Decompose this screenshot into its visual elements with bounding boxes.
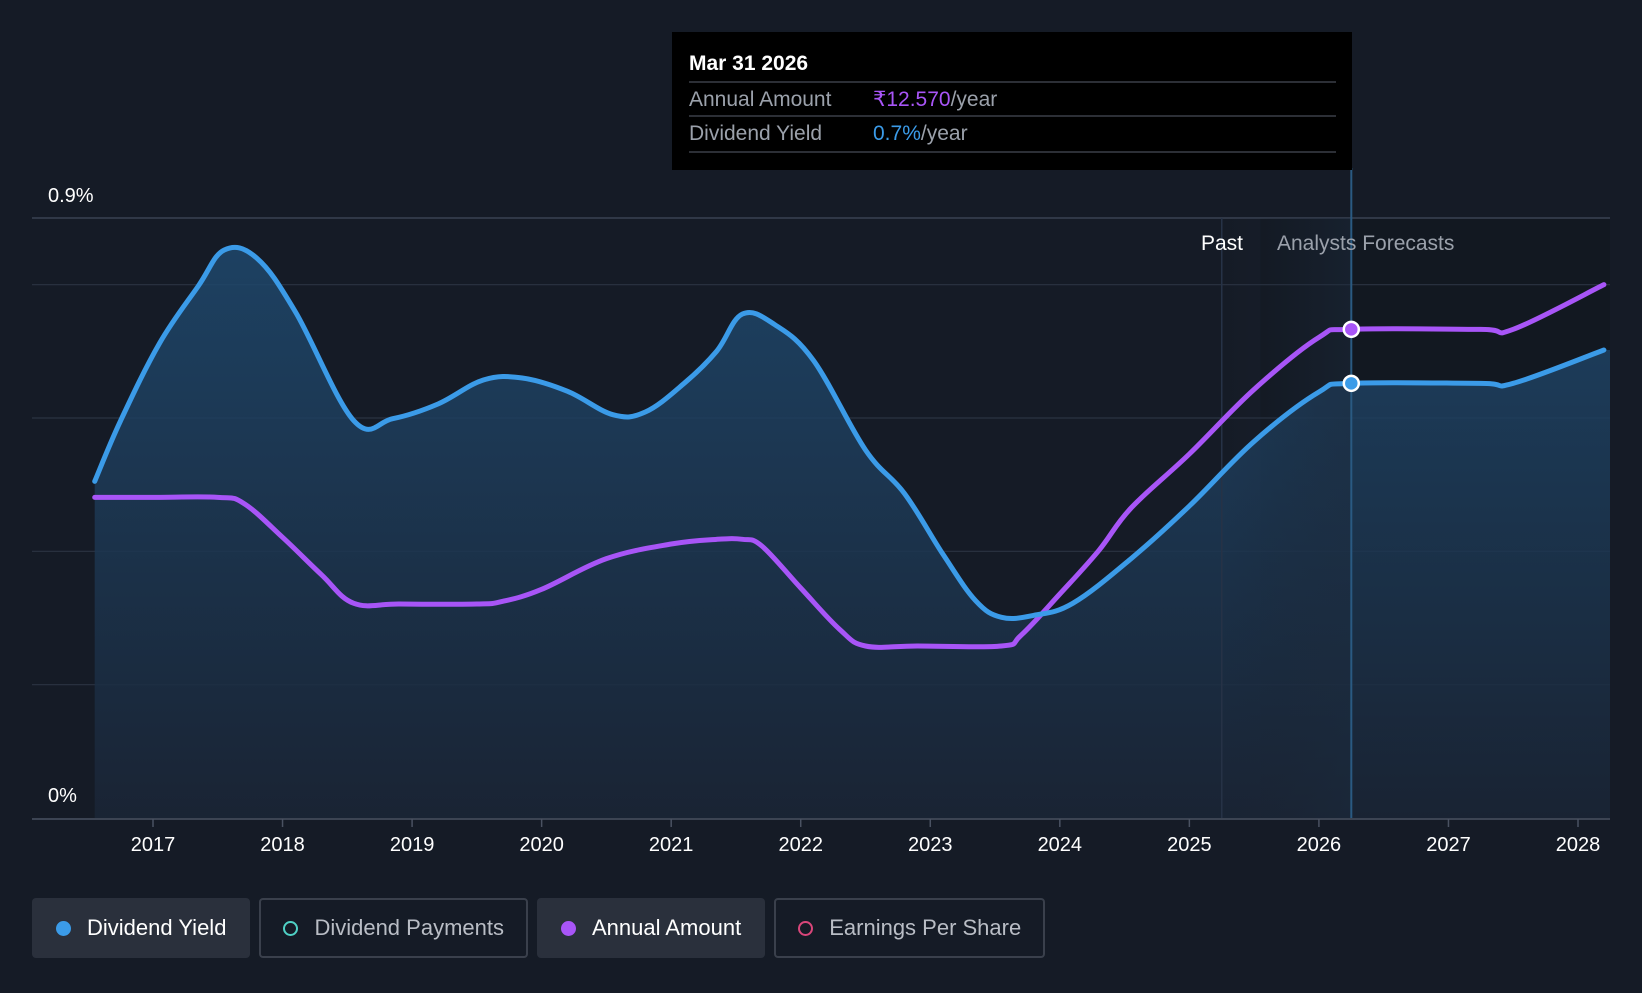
tooltip-annual-amount-value: ₹12.570 xyxy=(873,88,951,111)
tooltip-dividend-yield: 0.7%/year xyxy=(873,122,968,145)
tooltip-annual-amount-unit: /year xyxy=(951,88,998,111)
x-tick-label: 2024 xyxy=(1038,834,1083,856)
y-tick-label-bottom: 0% xyxy=(48,785,77,807)
dividend-payments-ring-icon xyxy=(283,920,299,936)
past-band xyxy=(1221,218,1352,818)
x-tick-label: 2018 xyxy=(260,834,305,856)
x-tick-label: 2028 xyxy=(1556,834,1601,856)
tooltip-annual-amount-label: Annual Amount xyxy=(689,88,832,111)
tooltip-dividend-yield-unit: /year xyxy=(921,122,968,145)
x-tick-label: 2017 xyxy=(131,834,176,856)
earnings-per-share-ring-icon xyxy=(798,920,814,936)
past-label: Past xyxy=(1201,232,1243,255)
forecast-label: Analysts Forecasts xyxy=(1277,232,1454,255)
tooltip-annual-amount: ₹12.570/year xyxy=(873,88,997,111)
past-forecast-band xyxy=(1221,168,1353,818)
annual-amount-dot-icon xyxy=(560,920,576,936)
legend-label: Dividend Payments xyxy=(314,915,504,940)
legend-label: Earnings Per Share xyxy=(829,915,1022,940)
tooltip: Mar 31 2026 Annual Amount ₹12.570/year D… xyxy=(672,32,1352,170)
dividend-yield-dot-icon xyxy=(56,920,71,936)
annual-amount-marker xyxy=(1342,320,1361,339)
y-tick-label-top: 0.9% xyxy=(48,185,94,207)
tooltip-background xyxy=(672,32,1352,170)
legend-item-annual-amount[interactable]: Annual Amount xyxy=(536,898,766,958)
x-tick-label: 2022 xyxy=(778,834,823,856)
x-tick-label: 2023 xyxy=(908,834,953,856)
x-tick-label: 2020 xyxy=(519,834,564,856)
annual-amount-line xyxy=(92,282,1607,650)
legend-item-dividend-payments[interactable]: Dividend Payments xyxy=(259,898,528,958)
x-tick-label: 2026 xyxy=(1297,834,1342,856)
legend-item-earnings-per-share[interactable]: Earnings Per Share xyxy=(774,898,1046,958)
dividend-yield-line xyxy=(92,244,1607,622)
x-axis: 2017 2018 2019 2020 2021 2022 2023 2024 2025 2026… xyxy=(32,818,1610,856)
tooltip-dividend-yield-value: 0.7% xyxy=(873,122,921,145)
legend-label: Annual Amount xyxy=(591,915,742,940)
highlight-markers xyxy=(1342,320,1361,393)
x-tick-label: 2021 xyxy=(649,834,694,856)
dividend-yield-marker xyxy=(1342,374,1361,393)
x-tick-label: 2019 xyxy=(390,834,435,856)
legend-item-dividend-yield[interactable]: Dividend Yield xyxy=(32,898,251,958)
x-tick-label: 2027 xyxy=(1426,834,1471,856)
legend: Dividend Yield Dividend Payments Annual … xyxy=(32,898,1046,958)
x-tick-label: 2025 xyxy=(1167,834,1212,856)
series-lines xyxy=(92,244,1607,650)
legend-label: Dividend Yield xyxy=(87,915,227,940)
tooltip-date: Mar 31 2026 xyxy=(689,52,808,75)
tooltip-dividend-yield-label: Dividend Yield xyxy=(689,122,822,145)
